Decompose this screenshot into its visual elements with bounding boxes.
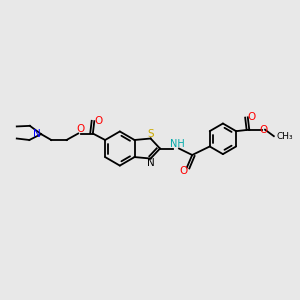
- Text: N: N: [33, 129, 41, 139]
- Text: N: N: [147, 158, 154, 168]
- Text: O: O: [180, 167, 188, 176]
- Text: O: O: [259, 125, 267, 135]
- Text: O: O: [76, 124, 85, 134]
- Text: NH: NH: [170, 140, 185, 149]
- Text: O: O: [94, 116, 102, 126]
- Text: S: S: [147, 129, 154, 140]
- Text: CH₃: CH₃: [277, 132, 293, 141]
- Text: O: O: [248, 112, 256, 122]
